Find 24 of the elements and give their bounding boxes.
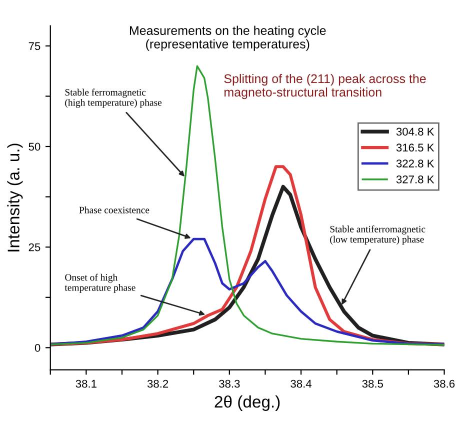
text: Splitting of the (211) peak across the magneto-structural transition: [224, 74, 426, 100]
y-axis-title: Intensity (a. u.): [7, 144, 23, 252]
annotation: Onset of high temperature phase: [64, 274, 136, 293]
y-tick-label: 25: [28, 243, 40, 252]
x-tick-label: 38.2: [147, 380, 168, 388]
x-tick-label: 38.1: [76, 380, 96, 388]
annotation: Phase coexistence: [79, 206, 150, 214]
line-series: [50, 238, 444, 346]
y-tick-label: 75: [28, 42, 40, 50]
annotation: Stable antiferromagnetic (low temperature) phase: [330, 225, 426, 245]
legend-label: 316.5 K: [396, 144, 434, 152]
x-tick-label: 38.5: [362, 380, 383, 388]
line-series: [50, 65, 444, 346]
legend-label: 322.8 K: [396, 160, 434, 168]
x-axis-title: 2θ (deg.): [214, 395, 280, 411]
annotation: Stable ferromagnetic (high temperature) phase: [65, 88, 162, 108]
text: Measurements on the heating cycle (representative temperatures): [130, 26, 326, 51]
x-tick-label: 38.4: [290, 380, 312, 388]
x-tick-label: 38.6: [434, 380, 455, 388]
y-tick-label: 50: [28, 142, 40, 151]
legend-label: 327.8 K: [396, 176, 434, 184]
y-tick-label: 0: [34, 344, 40, 352]
legend-label: 304.8 K: [396, 128, 434, 136]
x-tick-label: 38.3: [219, 380, 240, 388]
